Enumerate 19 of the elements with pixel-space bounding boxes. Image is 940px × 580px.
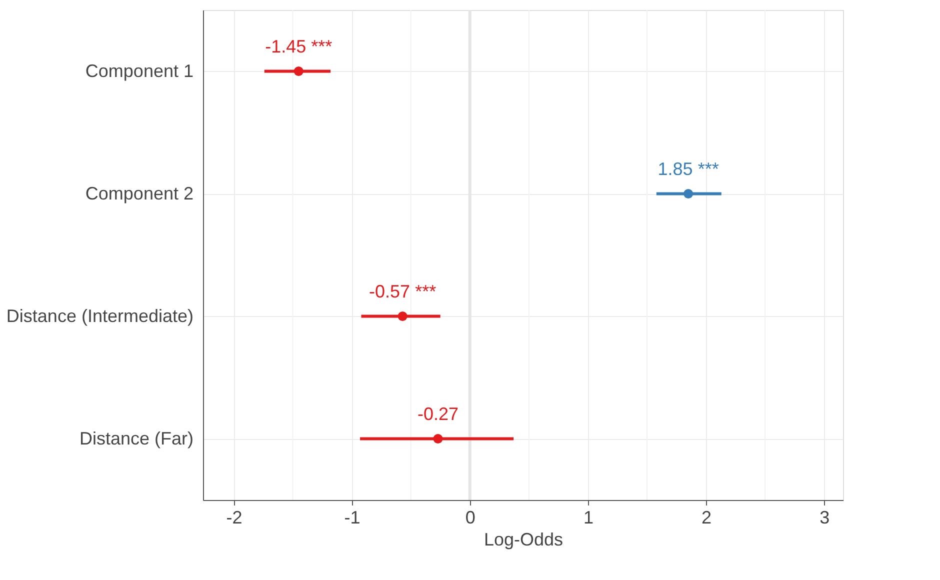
y-tick-label: Distance (Far) bbox=[79, 428, 194, 448]
data-label: -0.57 *** bbox=[369, 281, 436, 302]
x-tick-label: 1 bbox=[583, 508, 594, 528]
x-tick-label: -1 bbox=[344, 508, 360, 528]
x-tick-label: -2 bbox=[226, 508, 242, 528]
x-tick-label: 3 bbox=[820, 508, 830, 528]
point bbox=[684, 189, 694, 198]
data-label: -0.27 bbox=[417, 404, 458, 424]
y-tick-label: Component 1 bbox=[85, 60, 194, 81]
data-label: 1.85 *** bbox=[658, 158, 719, 179]
y-tick-label: Component 2 bbox=[85, 183, 194, 204]
x-tick-label: 2 bbox=[702, 508, 712, 528]
x-tick-label: 0 bbox=[465, 508, 476, 528]
point bbox=[294, 66, 304, 76]
data-label: -1.45 *** bbox=[265, 36, 332, 56]
point bbox=[398, 312, 408, 321]
x-axis-title: Log-Odds bbox=[484, 530, 564, 550]
point bbox=[433, 434, 443, 444]
y-tick-label: Distance (Intermediate) bbox=[6, 306, 194, 326]
